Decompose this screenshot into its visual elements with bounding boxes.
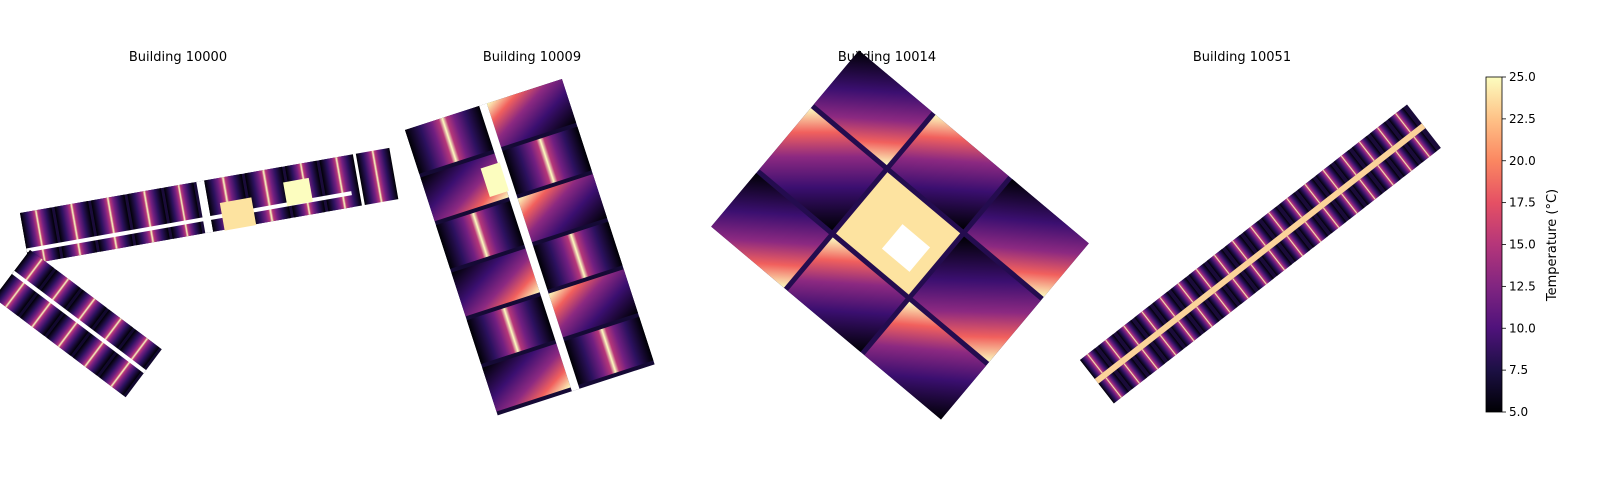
- room-cell: [1279, 230, 1311, 262]
- room-cell: [1225, 272, 1256, 305]
- room-cell: [1406, 131, 1437, 163]
- corridor-gap: [1094, 123, 1426, 384]
- colorbar-tick-label: 7.5: [1509, 363, 1528, 377]
- room-cell: [1297, 216, 1329, 248]
- colorbar-tick-label: 15.0: [1509, 238, 1536, 252]
- room-cell: [1152, 329, 1184, 361]
- building-10000-floorplan: [0, 147, 399, 398]
- room-cell: [912, 236, 1041, 363]
- panel-title-4: Building 10051: [1192, 50, 1292, 65]
- colorbar-tick-label: 5.0: [1509, 405, 1528, 419]
- colorbar-tick-label: 25.0: [1509, 70, 1536, 84]
- room-cell: [46, 289, 107, 356]
- room-cell: [1080, 348, 1110, 379]
- room-cell: [759, 107, 884, 231]
- room-cell: [405, 105, 494, 174]
- room-cell: [517, 174, 608, 243]
- room-cell: [1134, 343, 1166, 376]
- room-cell: [1152, 291, 1183, 323]
- panel-title-1: Building 10000: [128, 50, 228, 65]
- room-cell: [548, 269, 638, 338]
- room-cell: [480, 162, 509, 198]
- room-cell: [466, 296, 556, 364]
- room-cell: [1207, 286, 1238, 319]
- panel-title-2: Building 10009: [482, 50, 582, 65]
- room-cell: [864, 301, 986, 420]
- room-cell: [1243, 220, 1273, 252]
- building-10051-floorplan: [1080, 104, 1441, 404]
- corridor-gap: [11, 270, 147, 374]
- room-cell: [1098, 371, 1129, 404]
- colorbar-tick-label: 12.5: [1509, 279, 1536, 293]
- room-cell: [1261, 244, 1292, 276]
- room-cell: [1188, 263, 1219, 294]
- colorbar-tick-label: 22.5: [1509, 112, 1536, 126]
- room-cell: [533, 221, 623, 290]
- room-cell: [1134, 305, 1165, 337]
- room-cell: [1098, 334, 1128, 365]
- colorbar-tick-label: 17.5: [1509, 196, 1536, 210]
- room-cell: [1279, 192, 1310, 224]
- room-cell: [20, 269, 81, 336]
- room-cell: [711, 173, 829, 288]
- colorbar-tick-label: 20.0: [1509, 154, 1536, 168]
- room-cell: [814, 50, 932, 166]
- room-cell: [1333, 150, 1364, 181]
- room-cell: [1170, 315, 1202, 347]
- room-cell: [355, 147, 399, 205]
- room-cell: [1116, 319, 1146, 351]
- room-cell: [486, 79, 577, 148]
- room-cell: [502, 126, 592, 195]
- room-cell: [1315, 202, 1347, 234]
- room-cell: [564, 316, 654, 385]
- room-cell: [1352, 173, 1383, 206]
- room-cell: [1315, 164, 1346, 195]
- room-cell: [1334, 187, 1365, 220]
- building-10009-floorplan: [405, 79, 655, 416]
- room-cell: [0, 250, 54, 316]
- room-cell: [1297, 178, 1328, 209]
- room-cell: [1116, 357, 1147, 390]
- room-cell: [1206, 249, 1237, 280]
- room-cell: [1224, 235, 1255, 266]
- room-cell: [1369, 121, 1400, 153]
- room-cell: [1189, 301, 1220, 333]
- room-cell: [787, 237, 906, 353]
- building-10014-floorplan: [711, 50, 1089, 420]
- room-cell: [967, 179, 1089, 297]
- corridor-gap: [26, 191, 352, 253]
- room-cell: [1388, 145, 1419, 177]
- room-cell: [482, 343, 571, 412]
- room-cell: [890, 114, 1009, 230]
- room-cell: [1170, 277, 1201, 309]
- room-cell: [1370, 159, 1401, 191]
- room-cell: [451, 248, 540, 317]
- colorbar: 5.0 7.5 10.0 12.5 15.0 17.5 20.0 22.5 25.0 Tempe…: [1485, 70, 1560, 419]
- room-cell: [1261, 206, 1291, 238]
- room-cell: [1351, 135, 1382, 167]
- colorbar-tick-label: 10.0: [1509, 321, 1536, 335]
- room-cell: [1243, 258, 1274, 291]
- room-cell: [435, 201, 525, 269]
- colorbar-label: Temperature (°C): [1545, 189, 1560, 302]
- corridor-gap: [479, 103, 580, 392]
- room-cell: [1388, 107, 1418, 139]
- colorbar-gradient: [1485, 76, 1503, 413]
